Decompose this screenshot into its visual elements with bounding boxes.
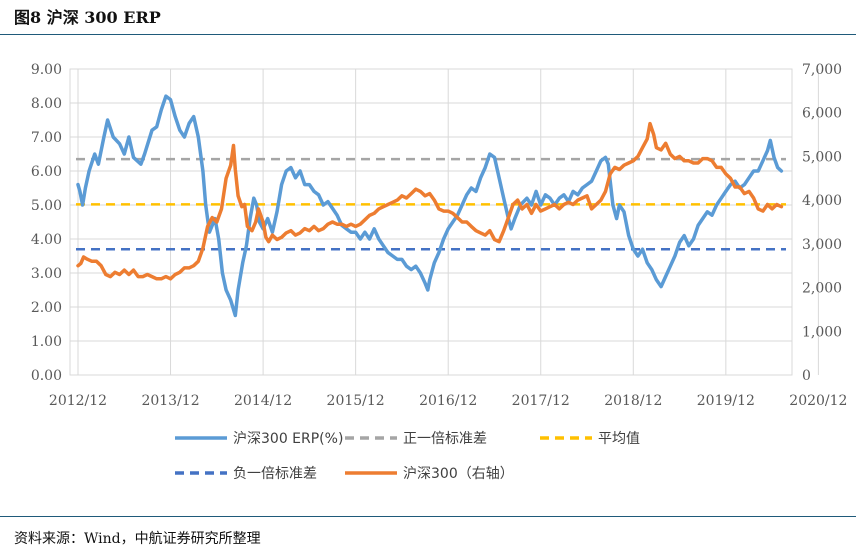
right-tick-label: 5,000: [802, 149, 842, 165]
right-tick-label: 2,000: [802, 281, 842, 297]
left-tick-label: 9.00: [31, 62, 62, 78]
chart-gridlines: [69, 68, 819, 376]
left-tick-label: 6.00: [31, 164, 62, 180]
left-tick-label: 4.00: [31, 232, 62, 248]
left-tick-label: 1.00: [31, 334, 62, 350]
x-tick-label: 2017/12: [512, 393, 570, 409]
left-tick-label: 2.00: [31, 300, 62, 316]
series-line: [76, 94, 784, 318]
right-tick-label: 7,000: [802, 62, 842, 78]
x-tick-label: 2013/12: [141, 393, 199, 409]
figure-title: 图8 沪深 300 ERP: [14, 8, 161, 27]
right-tick-label: 0: [802, 368, 811, 384]
series-lines: [76, 94, 784, 318]
legend-label: 平均值: [598, 431, 640, 447]
right-tick-label: 6,000: [802, 106, 842, 122]
right-tick-label: 3,000: [802, 237, 842, 253]
right-axis-ticks: 0 1,000 2,000 3,000 4,000 5,000 6,000 7,000: [802, 62, 842, 384]
left-tick-label: 5.00: [31, 198, 62, 214]
x-tick-label: 2018/12: [604, 393, 662, 409]
left-axis-ticks: 0.00 1.00 2.00 3.00 4.00 5.00 6.00 7.00 8.00 9.00: [31, 62, 62, 384]
left-tick-label: 0.00: [31, 368, 62, 384]
right-tick-label: 1,000: [802, 324, 842, 340]
left-tick-label: 8.00: [31, 96, 62, 112]
x-tick-label: 2020/12: [789, 393, 847, 409]
legend-label: 负一倍标准差: [233, 466, 317, 482]
x-tick-label: 2014/12: [234, 393, 292, 409]
right-tick-label: 4,000: [802, 193, 842, 209]
title-rule: [0, 34, 856, 35]
legend-label: 沪深300 ERP(%): [233, 431, 343, 447]
plot-border: [69, 68, 793, 376]
left-tick-label: 7.00: [31, 130, 62, 146]
x-tick-label: 2015/12: [327, 393, 385, 409]
series-line: [76, 121, 784, 281]
left-tick-label: 3.00: [31, 266, 62, 282]
legend-label: 沪深300（右轴）: [403, 466, 514, 482]
x-axis-ticks: 2012/12 2013/12 2014/12 2015/12 2016/12 2017/…: [49, 393, 848, 409]
source-rule: [0, 516, 856, 517]
erp-chart: 0.00 1.00 2.00 3.00 4.00 5.00 6.00 7.00 8.00 9.00…: [31, 62, 848, 482]
x-tick-label: 2019/12: [697, 393, 755, 409]
x-tick-label: 2012/12: [49, 393, 107, 409]
reference-lines: [76, 157, 786, 251]
source-note: 资料来源：Wind，中航证券研究所整理: [14, 531, 261, 547]
x-tick-label: 2016/12: [419, 393, 477, 409]
legend-label: 正一倍标准差: [403, 431, 487, 447]
